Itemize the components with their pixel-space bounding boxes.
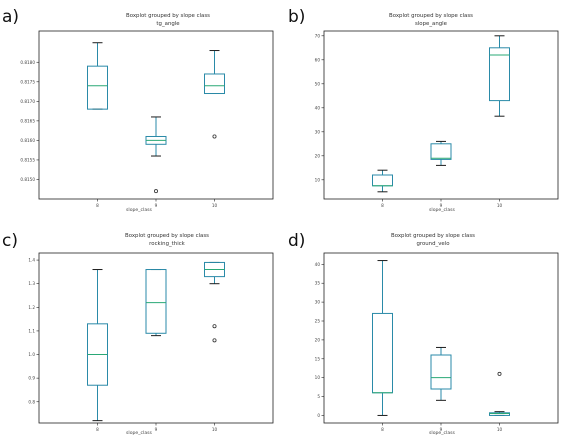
y-tick-label: 70: [315, 33, 321, 38]
box-iqr: [372, 174, 393, 187]
x-tick-label: 9: [155, 203, 158, 208]
outlier-point: [212, 338, 217, 343]
box-iqr: [489, 412, 510, 416]
x-tick-label: 10: [212, 203, 218, 208]
y-tick-label: 50: [315, 81, 321, 86]
y-tick-label: 40: [315, 105, 321, 110]
box-iqr: [430, 143, 452, 160]
y-tick-label: 1.2: [28, 305, 35, 310]
x-axis-label: slope_class: [126, 207, 153, 213]
y-tick-label: 0.8150: [20, 177, 35, 182]
box-iqr: [145, 269, 167, 334]
x-tick-label: 9: [440, 203, 443, 208]
x-tick-label: 8: [381, 203, 384, 208]
x-axis-label: slope_class: [429, 430, 456, 436]
y-tick-label: 1.0: [28, 352, 35, 357]
y-tick-label: 0.8165: [20, 118, 35, 123]
x-tick-label: 8: [96, 203, 99, 208]
box-iqr: [372, 312, 393, 394]
plot-frame: [323, 30, 559, 200]
y-tick-label: 15: [315, 356, 321, 361]
box-iqr: [204, 73, 225, 95]
chart-title: Boxplot grouped by slope class: [125, 233, 209, 239]
y-tick-label: 0.8: [28, 399, 35, 404]
y-tick-label: 0.8160: [20, 138, 35, 143]
y-tick-label: 25: [315, 319, 321, 324]
box-iqr: [430, 354, 452, 390]
chart-subtitle: slope_angle: [415, 21, 448, 27]
panel-label: b): [288, 7, 305, 27]
y-tick-label: 0.8180: [20, 60, 35, 65]
y-tick-label: 10: [315, 375, 321, 380]
box-iqr: [489, 47, 510, 102]
x-tick-label: 9: [440, 427, 443, 432]
outlier-point: [497, 371, 502, 376]
x-tick-label: 9: [155, 427, 158, 432]
outlier-point: [212, 324, 217, 329]
plot-frame: [38, 30, 274, 200]
panel-label: c): [2, 231, 18, 251]
chart-title: Boxplot grouped by slope class: [389, 13, 473, 19]
x-tick-label: 8: [381, 427, 384, 432]
y-tick-label: 0.8175: [20, 79, 35, 84]
chart-subtitle: tg_angle: [156, 21, 180, 27]
chart-subtitle: rocking_thick: [149, 241, 186, 247]
chart-title: Boxplot grouped by slope class: [391, 233, 475, 239]
outlier-point: [212, 134, 217, 139]
y-tick-label: 1.1: [28, 328, 35, 333]
y-tick-label: 0.8155: [20, 157, 35, 162]
x-axis-label: slope_class: [126, 430, 153, 436]
chart-title: Boxplot grouped by slope class: [126, 13, 210, 19]
y-tick-label: 35: [315, 281, 321, 286]
x-axis-label: slope_class: [429, 207, 456, 213]
box-iqr: [87, 65, 108, 110]
y-tick-label: 0.9: [28, 376, 35, 381]
y-tick-label: 20: [315, 337, 321, 342]
plot-frame: [38, 252, 274, 424]
x-tick-label: 8: [96, 427, 99, 432]
x-tick-label: 10: [497, 203, 503, 208]
y-tick-label: 30: [315, 129, 321, 134]
y-tick-label: 1.3: [28, 281, 35, 286]
outlier-point: [153, 189, 158, 194]
x-tick-label: 10: [212, 427, 218, 432]
y-tick-label: 5: [317, 394, 320, 399]
y-tick-label: 20: [315, 153, 321, 158]
y-tick-label: 1.4: [28, 258, 35, 263]
panel-label: a): [2, 7, 19, 27]
y-tick-label: 10: [315, 177, 321, 182]
y-tick-label: 60: [315, 57, 321, 62]
x-tick-label: 10: [497, 427, 503, 432]
y-tick-label: 0.8170: [20, 99, 35, 104]
y-tick-label: 0: [317, 413, 320, 418]
y-tick-label: 30: [315, 300, 321, 305]
panel-label: d): [288, 231, 305, 251]
y-tick-label: 40: [315, 262, 321, 267]
chart-subtitle: ground_velo: [416, 241, 449, 247]
